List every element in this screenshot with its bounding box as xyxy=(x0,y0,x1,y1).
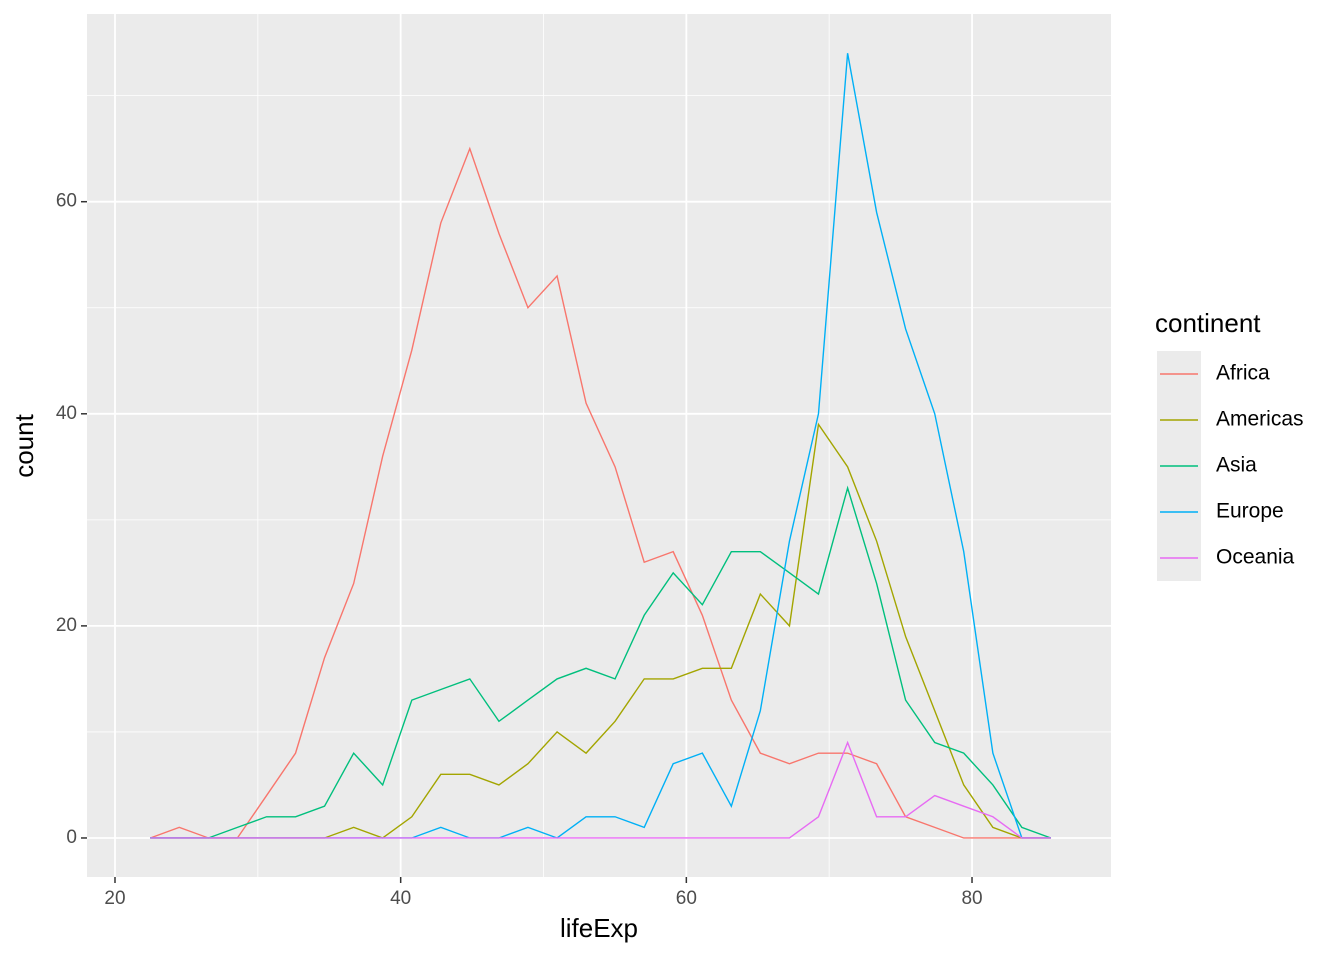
y-axis-title: count xyxy=(9,413,39,477)
legend-label: Oceania xyxy=(1216,546,1295,569)
panel xyxy=(87,14,1111,877)
axes: 20 40 60 80 0 20 40 60 xyxy=(56,191,983,909)
y-tick-label: 20 xyxy=(56,615,77,636)
lines xyxy=(150,53,1052,839)
x-axis-title: lifeExp xyxy=(560,913,638,943)
x-tick-label: 80 xyxy=(961,888,982,909)
legend-label: Americas xyxy=(1216,408,1304,431)
series-line xyxy=(150,485,1052,839)
series-line xyxy=(150,146,1051,839)
x-tick-label: 40 xyxy=(390,888,411,909)
series-line xyxy=(150,740,1051,839)
legend-label: Europe xyxy=(1216,500,1284,523)
x-tick-label: 60 xyxy=(676,888,697,909)
legend-label: Africa xyxy=(1216,362,1270,385)
y-tick-label: 0 xyxy=(66,827,77,848)
legend-title: continent xyxy=(1155,308,1261,338)
y-tick-label: 40 xyxy=(56,403,77,424)
y-tick-label: 60 xyxy=(56,191,77,212)
legend-label: Asia xyxy=(1216,454,1257,477)
x-tick-label: 20 xyxy=(104,888,125,909)
legend: continent Africa Americas Asia Europe Oceani… xyxy=(1155,308,1304,581)
